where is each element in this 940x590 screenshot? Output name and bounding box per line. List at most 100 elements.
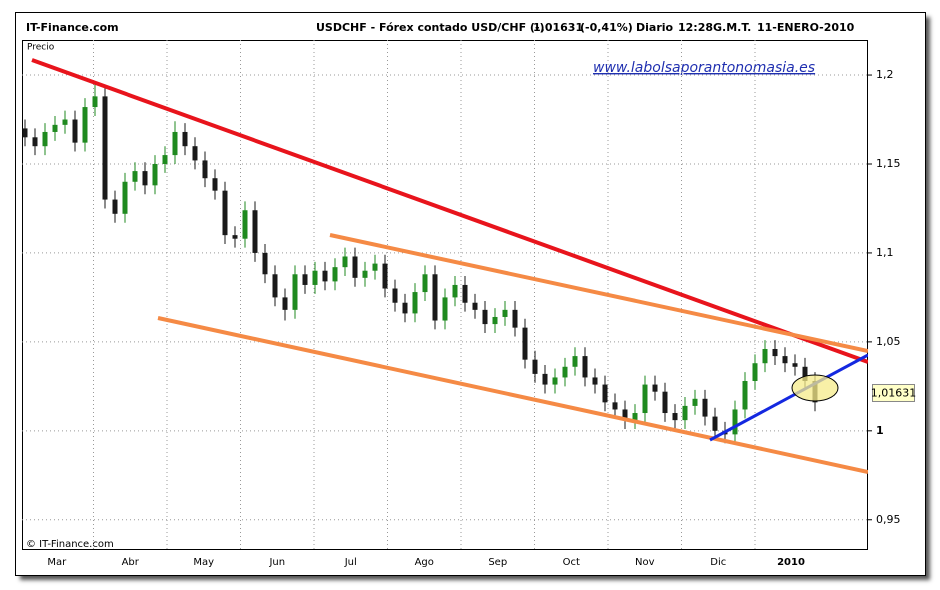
candle-body — [612, 402, 618, 410]
candle-body — [532, 359, 538, 374]
resistance-line — [31, 58, 868, 364]
candle-body — [102, 96, 108, 200]
candle-body — [152, 163, 158, 186]
candle-body — [442, 297, 448, 321]
candle-body — [252, 210, 258, 253]
candle-body — [192, 146, 198, 161]
candle-body — [502, 309, 508, 317]
x-tick-label: Sep — [488, 557, 507, 568]
last-price-label: 1,01631 — [871, 387, 917, 400]
candle-body — [352, 256, 358, 278]
candle-body — [52, 124, 58, 132]
candle-body — [392, 288, 398, 303]
candle-body — [642, 384, 648, 414]
candle-body — [72, 119, 78, 143]
candle-body — [542, 373, 548, 385]
candle-body — [772, 348, 778, 357]
trendlines — [31, 58, 868, 474]
x-tick-label: Ago — [415, 557, 434, 568]
copyright: © IT-Finance.com — [26, 539, 114, 550]
y-tick-label: 1,2 — [876, 68, 894, 81]
candle-body — [652, 384, 658, 392]
candle-body — [62, 119, 68, 125]
candle-body — [482, 309, 488, 325]
candle-body — [342, 256, 348, 268]
candle-body — [762, 348, 768, 364]
candle-body — [312, 270, 318, 285]
time: 12:28 — [678, 21, 713, 34]
candle-body — [332, 267, 338, 282]
timezone: G.M.T. — [713, 21, 751, 34]
candle-body — [82, 107, 88, 143]
candle-body — [602, 384, 608, 403]
x-tick-label: 2010 — [777, 557, 805, 568]
candle-body — [412, 292, 418, 314]
candle-body — [672, 413, 678, 421]
candle-body — [272, 274, 278, 298]
candle-body — [162, 155, 168, 164]
candle-body — [522, 327, 528, 360]
candle-body — [142, 171, 148, 186]
highlight-ellipse — [791, 374, 839, 402]
candle-body — [462, 284, 468, 303]
candle-body — [292, 274, 298, 310]
y-tick-label: 1,05 — [876, 335, 901, 348]
candle-body — [32, 137, 38, 147]
candle-body — [782, 356, 788, 364]
period: Diario — [636, 21, 674, 34]
y-tick-label: 1,1 — [876, 246, 894, 259]
candle-body — [802, 366, 808, 382]
candle-body — [92, 96, 98, 108]
candle-body — [182, 131, 188, 147]
channel-lower — [157, 316, 868, 474]
candle-body — [322, 270, 328, 282]
candle-body — [512, 309, 518, 328]
candle-body — [662, 391, 668, 414]
x-tick-label: Abr — [122, 557, 140, 568]
candle-body — [492, 316, 498, 325]
candle-body — [792, 363, 798, 367]
x-tick-label: May — [193, 557, 214, 568]
support-line — [709, 353, 868, 442]
x-tick-label: Oct — [563, 557, 580, 568]
candle-body — [582, 356, 588, 378]
candle-body — [472, 302, 478, 310]
candle-body — [302, 274, 308, 285]
x-tick-label: Dic — [710, 557, 726, 568]
candle-body — [632, 413, 638, 421]
candle-body — [222, 190, 228, 236]
candle-body — [132, 171, 138, 182]
candle-body — [362, 270, 368, 278]
candle-body — [382, 263, 388, 289]
candle-body — [232, 235, 238, 239]
y-tick-label: 1,15 — [876, 157, 901, 170]
candle-body — [702, 398, 708, 417]
candle-body — [622, 409, 628, 421]
candle-body — [752, 363, 758, 382]
candle-body — [402, 302, 408, 314]
x-tick-label: Jun — [268, 557, 285, 568]
watermark: www.labolsaporantonomasia.es — [593, 60, 815, 76]
y-tick-label: 1 — [876, 424, 884, 437]
candle-body — [22, 128, 28, 138]
candle-body — [592, 377, 598, 385]
candle-body — [692, 398, 698, 406]
price: 1,01631 — [533, 21, 583, 34]
candle-body — [212, 178, 218, 191]
y-axis-label: Precio — [27, 43, 55, 53]
candle-body — [742, 381, 748, 410]
candle-body — [682, 405, 688, 421]
x-tick-label: Mar — [47, 557, 67, 568]
candle-body — [452, 284, 458, 298]
candle-body — [732, 409, 738, 435]
instrument: USDCHF - Fórex contado USD/CHF (-) — [316, 21, 545, 34]
candle-body — [172, 131, 178, 156]
candle-body — [552, 377, 558, 385]
candle-body — [122, 181, 128, 214]
candle-body — [262, 252, 268, 275]
candle-body — [432, 274, 438, 321]
candle-body — [572, 356, 578, 367]
candle-body — [562, 366, 568, 378]
